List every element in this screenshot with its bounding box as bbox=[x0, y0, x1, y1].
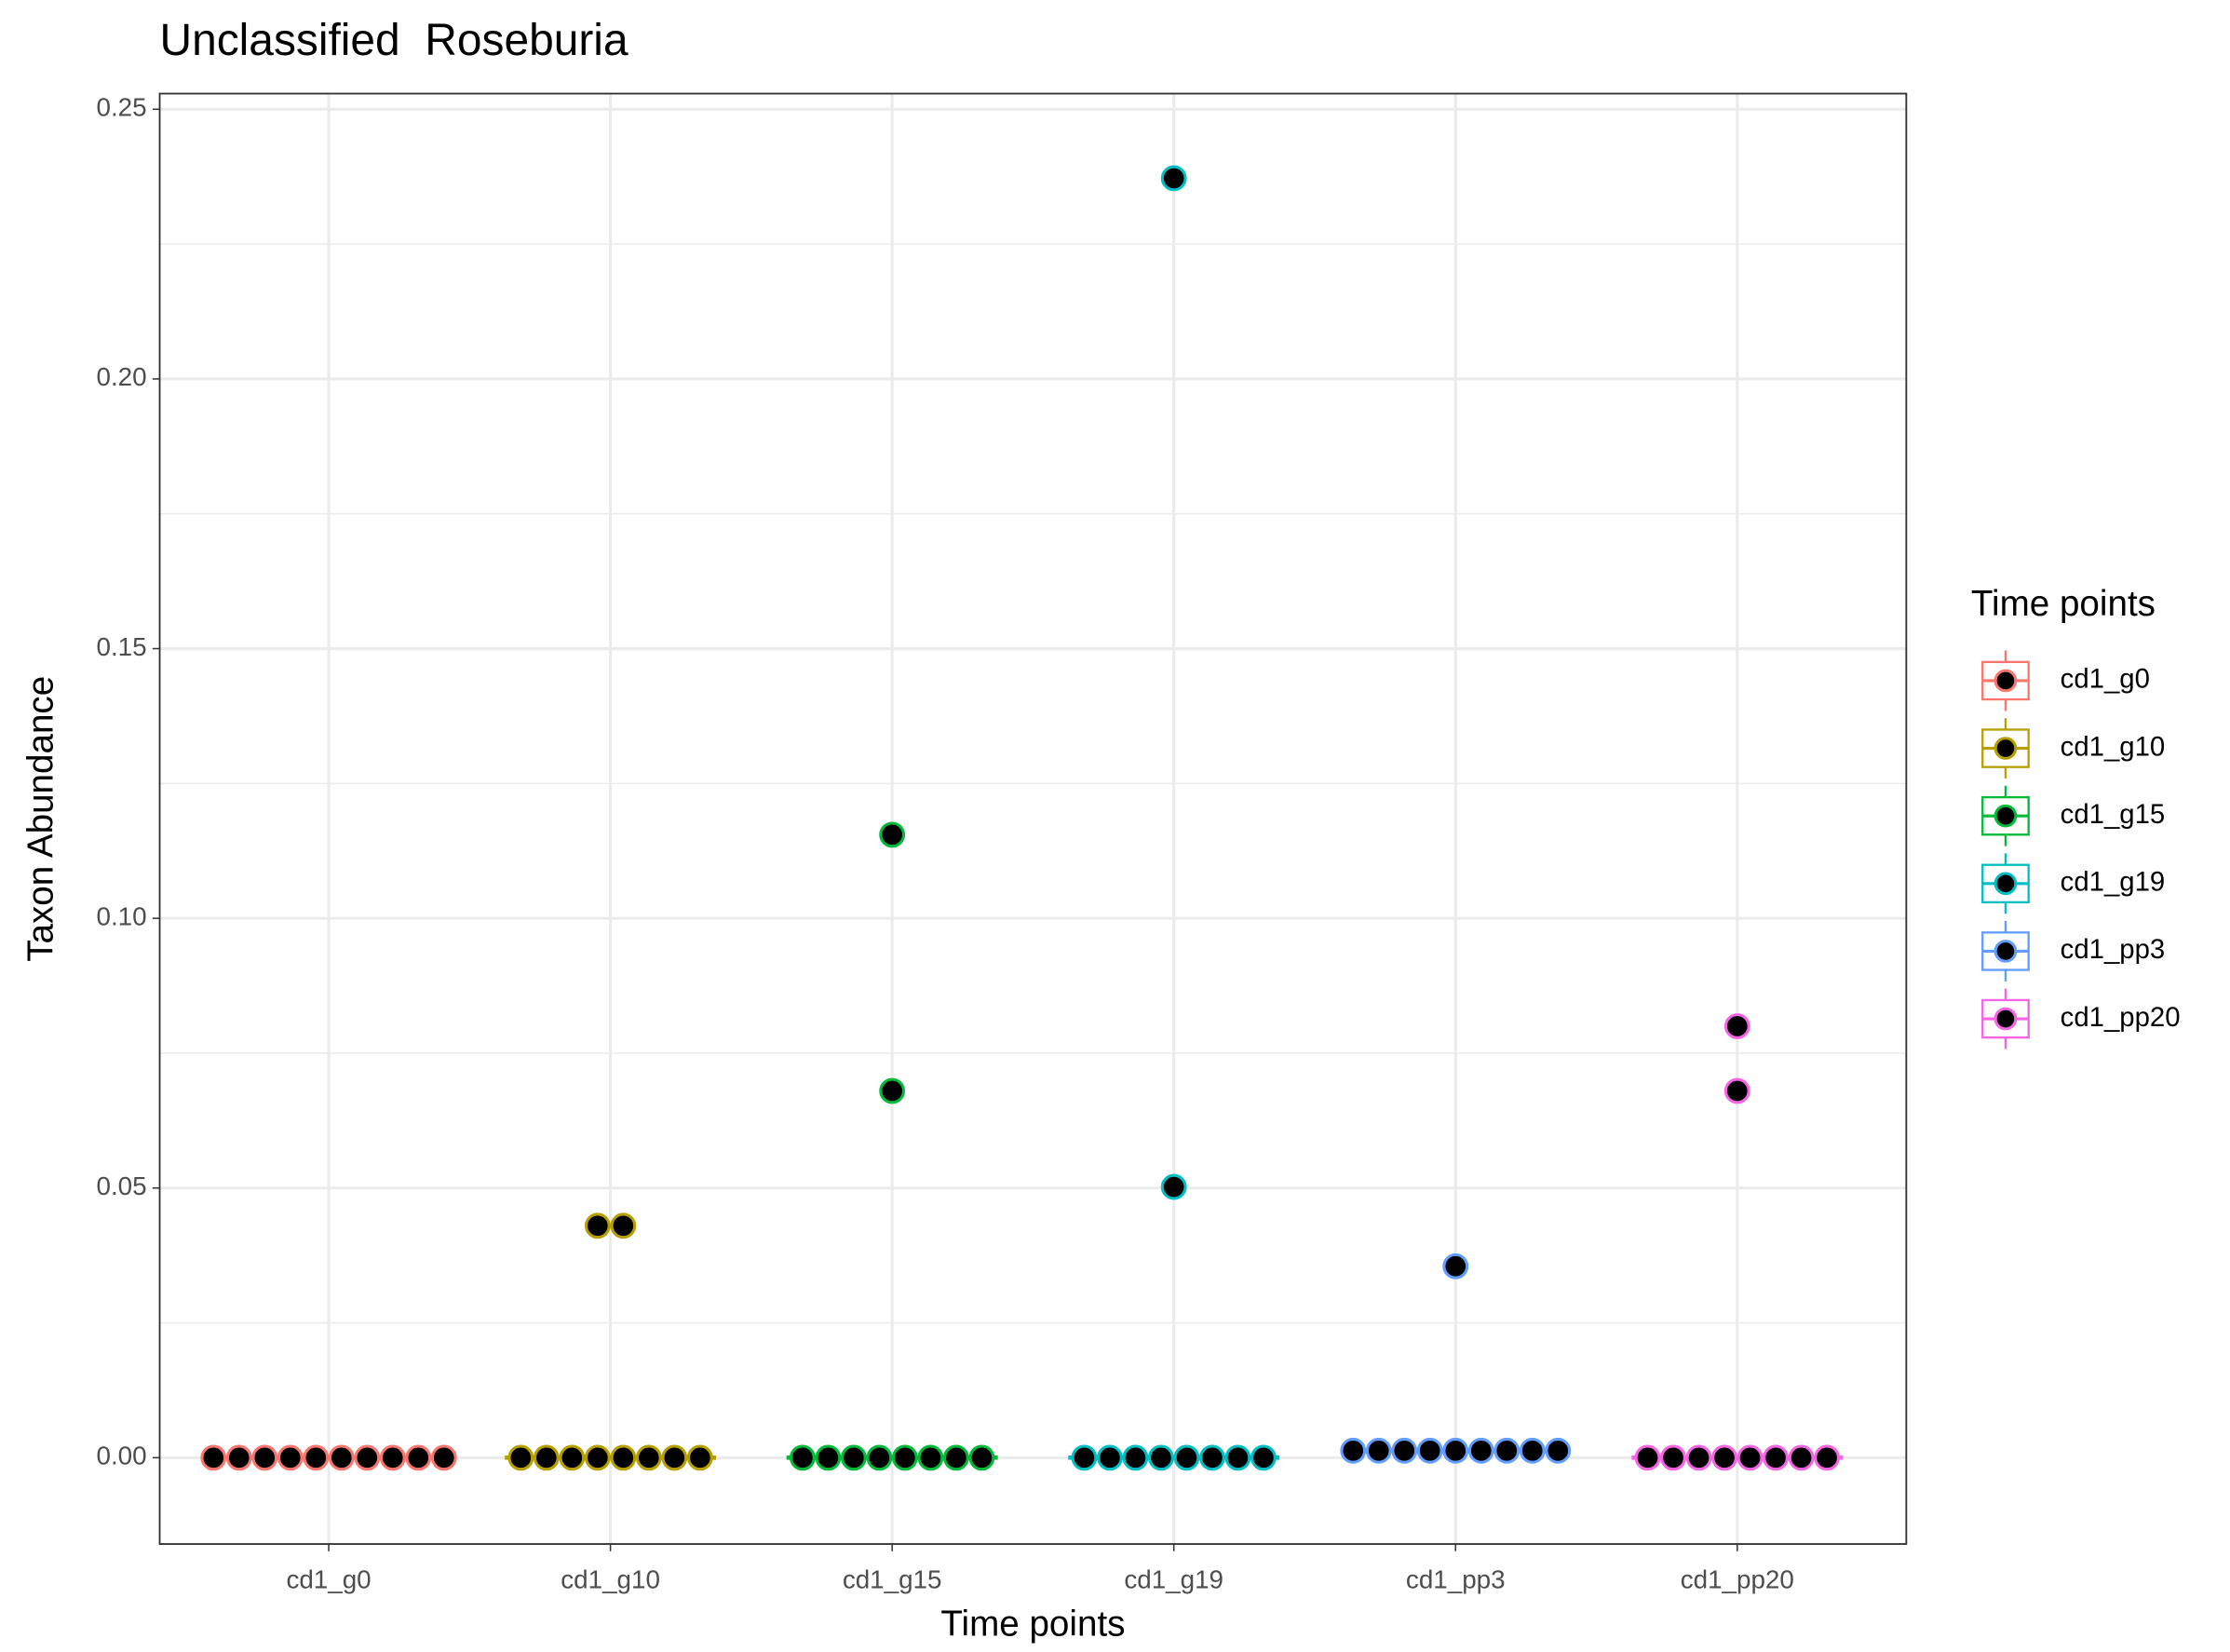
dot bbox=[1250, 1444, 1277, 1471]
dot bbox=[1634, 1444, 1661, 1471]
dot bbox=[303, 1444, 330, 1471]
dot bbox=[1493, 1437, 1520, 1464]
dot bbox=[686, 1444, 713, 1471]
dot bbox=[1160, 1173, 1187, 1200]
dot bbox=[1660, 1444, 1686, 1471]
dot bbox=[1519, 1437, 1546, 1464]
dot bbox=[200, 1444, 227, 1471]
dot bbox=[1160, 165, 1187, 192]
dot bbox=[879, 1077, 906, 1104]
dot bbox=[1365, 1437, 1392, 1464]
plot-panel bbox=[159, 93, 1907, 1545]
legend-label: cd1_g10 bbox=[2061, 731, 2166, 762]
dot bbox=[584, 1444, 611, 1471]
legend-key-dot bbox=[1993, 940, 2018, 963]
dot bbox=[879, 821, 906, 848]
legend-key-dot bbox=[1993, 1007, 2018, 1031]
legend-label: cd1_g0 bbox=[2061, 664, 2150, 695]
dot bbox=[354, 1444, 381, 1471]
x-tick-label: cd1_pp3 bbox=[1406, 1565, 1506, 1594]
dot bbox=[1763, 1444, 1789, 1471]
dot bbox=[789, 1444, 816, 1471]
dot bbox=[943, 1444, 969, 1471]
x-tick-label: cd1_g19 bbox=[1124, 1565, 1223, 1594]
legend-key-dot bbox=[1993, 737, 2018, 760]
x-tick-label: cd1_g0 bbox=[286, 1565, 371, 1594]
legend-label: cd1_g15 bbox=[2061, 799, 2166, 830]
dot bbox=[251, 1444, 278, 1471]
dot bbox=[559, 1444, 586, 1471]
dot bbox=[610, 1212, 637, 1239]
dot bbox=[1545, 1437, 1572, 1464]
y-tick-label: 0.05 bbox=[96, 1171, 146, 1200]
dot bbox=[507, 1444, 534, 1471]
y-tick-label: 0.20 bbox=[96, 362, 146, 391]
y-axis-title: Taxon Abundance bbox=[21, 676, 61, 962]
legend-key-dot bbox=[1993, 872, 2018, 896]
dot bbox=[1340, 1437, 1367, 1464]
chart-title: Unclassified Roseburia bbox=[160, 16, 628, 65]
dot bbox=[661, 1444, 688, 1471]
legend-label: cd1_g19 bbox=[2061, 867, 2166, 898]
legend-title: Time points bbox=[1971, 584, 2156, 624]
dot bbox=[1391, 1437, 1418, 1464]
dot bbox=[866, 1444, 893, 1471]
dot bbox=[1685, 1444, 1712, 1471]
dot bbox=[917, 1444, 944, 1471]
dot bbox=[840, 1444, 867, 1471]
dot bbox=[430, 1444, 457, 1471]
dot bbox=[225, 1444, 252, 1471]
dot bbox=[277, 1444, 304, 1471]
y-tick-label: 0.10 bbox=[96, 901, 146, 930]
dot bbox=[1416, 1437, 1443, 1464]
dot bbox=[1442, 1253, 1469, 1280]
y-tick-label: 0.00 bbox=[96, 1442, 146, 1470]
dot bbox=[1199, 1444, 1225, 1471]
dot bbox=[1071, 1444, 1098, 1471]
dot bbox=[1737, 1444, 1764, 1471]
y-tick-label: 0.25 bbox=[96, 93, 146, 122]
x-axis-title: Time points bbox=[940, 1604, 1125, 1644]
dot bbox=[1097, 1444, 1123, 1471]
dot bbox=[1224, 1444, 1251, 1471]
x-tick-label: cd1_g10 bbox=[561, 1565, 660, 1594]
dot bbox=[328, 1444, 355, 1471]
x-tick-label: cd1_g15 bbox=[843, 1565, 942, 1594]
dot bbox=[379, 1444, 406, 1471]
dot bbox=[1122, 1444, 1149, 1471]
dot bbox=[1148, 1444, 1174, 1471]
dot bbox=[1723, 1077, 1750, 1104]
y-tick-label: 0.15 bbox=[96, 632, 146, 661]
dot bbox=[891, 1444, 918, 1471]
dot bbox=[635, 1444, 662, 1471]
dot bbox=[815, 1444, 842, 1471]
legend-label: cd1_pp20 bbox=[2061, 1002, 2181, 1033]
dot bbox=[1173, 1444, 1200, 1471]
dot bbox=[1814, 1444, 1840, 1471]
dot bbox=[610, 1444, 637, 1471]
dot bbox=[1711, 1444, 1737, 1471]
dot bbox=[1467, 1437, 1494, 1464]
dot bbox=[584, 1212, 611, 1239]
legend-key-dot bbox=[1993, 669, 2018, 693]
dot bbox=[533, 1444, 560, 1471]
legend-key-dot bbox=[1993, 804, 2018, 828]
legend-label: cd1_pp3 bbox=[2061, 934, 2166, 965]
x-tick-label: cd1_pp20 bbox=[1681, 1565, 1794, 1594]
dot bbox=[405, 1444, 432, 1471]
dot bbox=[1442, 1437, 1469, 1464]
dot bbox=[968, 1444, 995, 1471]
panel-border bbox=[158, 92, 1908, 1545]
dot bbox=[1723, 1013, 1750, 1039]
dot bbox=[1788, 1444, 1815, 1471]
